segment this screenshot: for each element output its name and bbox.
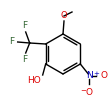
- Text: F: F: [10, 38, 15, 47]
- Text: +: +: [93, 70, 99, 76]
- Text: F: F: [22, 21, 27, 30]
- Text: F: F: [22, 55, 27, 64]
- Text: O: O: [100, 71, 107, 80]
- Text: HO: HO: [27, 76, 41, 85]
- Text: −: −: [80, 88, 86, 94]
- Text: N: N: [86, 71, 93, 80]
- Text: O: O: [61, 11, 67, 20]
- Text: O: O: [86, 88, 93, 97]
